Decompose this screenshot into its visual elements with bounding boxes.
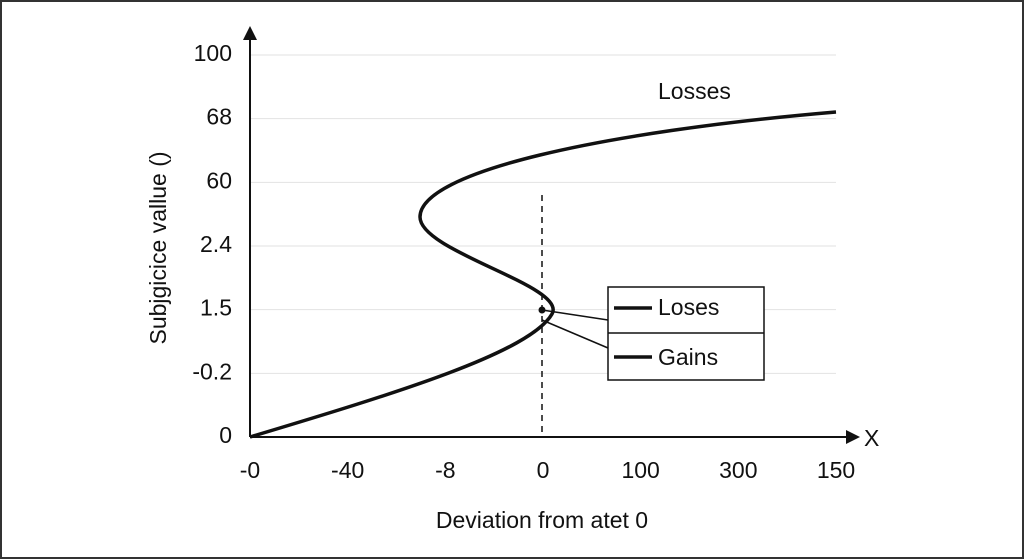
- x-tick-label: -0: [240, 457, 260, 483]
- x-tick-label: 100: [621, 457, 659, 483]
- x-tick-label: 150: [817, 457, 855, 483]
- y-axis-label: Subjgicice vallue (): [145, 151, 171, 344]
- y-tick-label: 100: [194, 40, 232, 66]
- y-tick-label: 68: [206, 104, 232, 130]
- y-axis-arrow: [243, 26, 257, 40]
- legend-label: Loses: [658, 294, 719, 320]
- connector: [541, 309, 609, 321]
- legend-label: Gains: [658, 344, 718, 370]
- x-tick-label: -8: [435, 457, 455, 483]
- y-tick-label: 2.4: [200, 231, 232, 257]
- x-axis-name: X: [864, 425, 879, 451]
- value-curve: [249, 110, 837, 439]
- x-tick-label: 300: [719, 457, 757, 483]
- connector: [541, 319, 609, 349]
- x-axis-arrow: [846, 430, 860, 444]
- y-tick-label: 0: [219, 422, 232, 448]
- x-tick-label: -40: [331, 457, 364, 483]
- x-axis-label: Deviation from atet 0: [436, 507, 648, 533]
- annotation: Losses: [658, 78, 731, 104]
- y-tick-label: 1.5: [200, 295, 232, 321]
- x-tick-label: 0: [537, 457, 550, 483]
- y-tick-label: -0.2: [192, 358, 232, 384]
- y-tick-label: 60: [206, 167, 232, 193]
